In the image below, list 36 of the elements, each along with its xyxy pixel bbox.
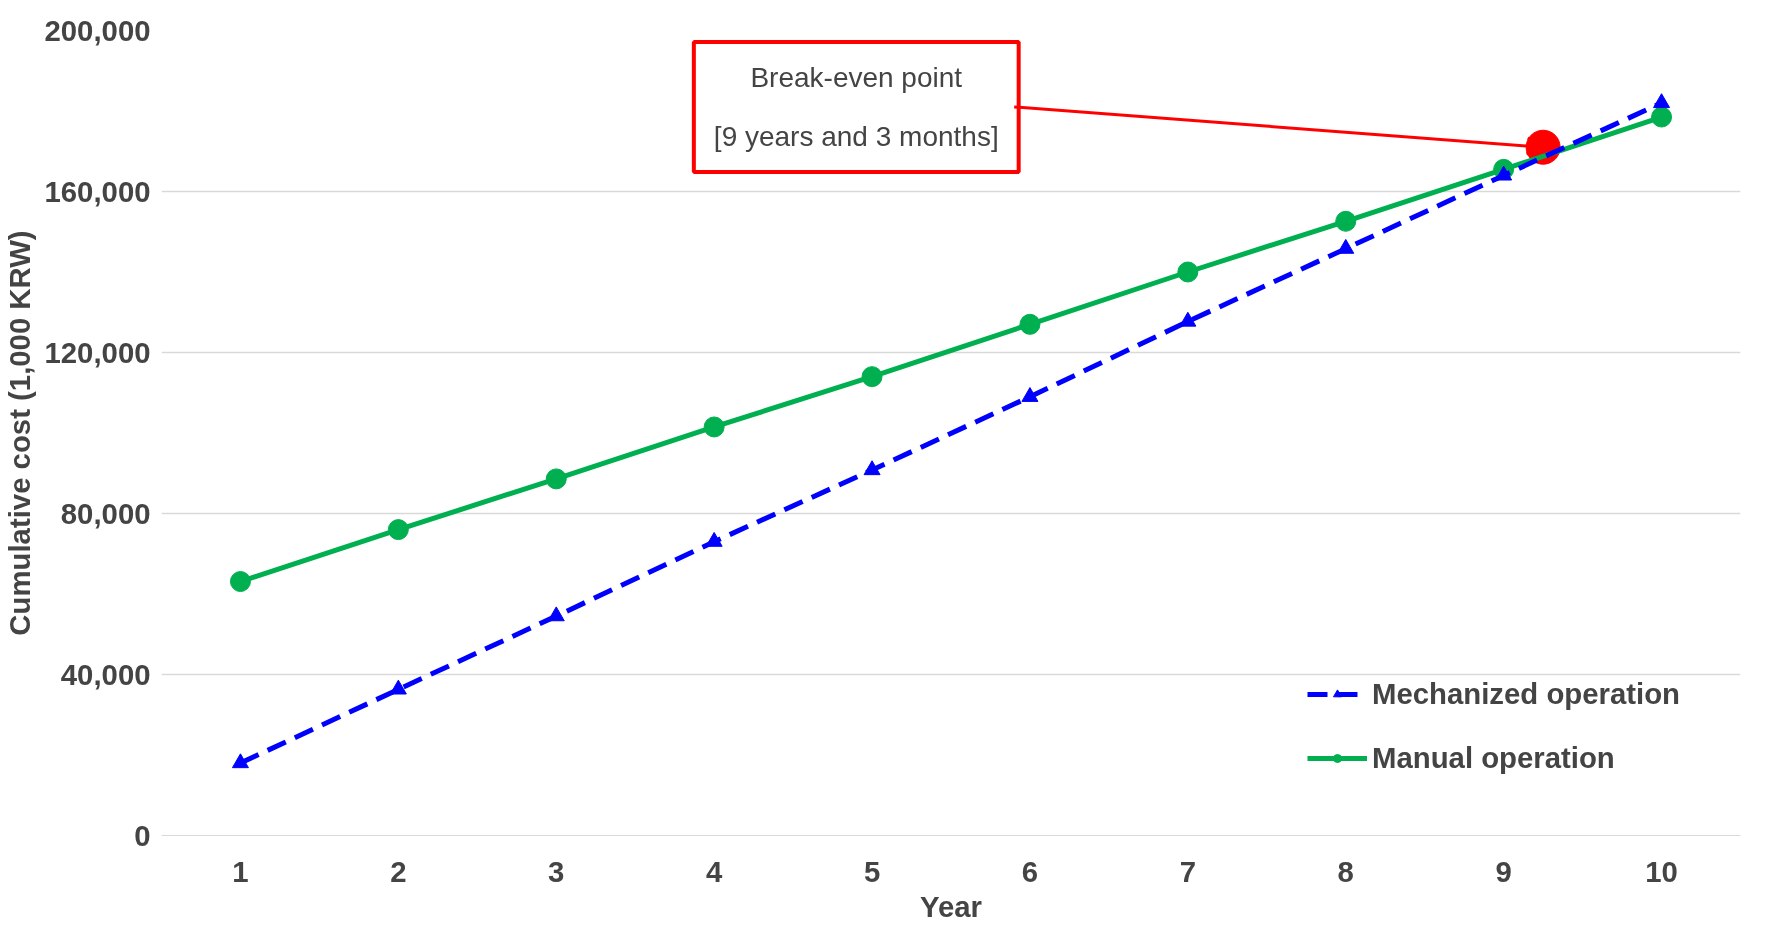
point [1021,387,1039,402]
y-tick-label: 120,000 [44,335,151,369]
point [545,468,567,490]
x-tick-label: 9 [1495,854,1512,888]
point [1335,210,1357,232]
legend-label: Manual operation [1372,741,1615,775]
point [1653,93,1671,109]
x-axis-title: Year [920,889,982,923]
x-tick-label: 10 [1645,854,1678,888]
x-tick-label: 7 [1179,854,1197,888]
y-tick-label: 0 [134,818,151,852]
y-tick-label: 80,000 [60,496,151,530]
point [231,753,249,769]
point [1177,261,1199,283]
point [387,519,409,541]
x-tick-label: 2 [390,854,407,888]
annotation: Break-even point [9 years and 3 months] [713,62,999,152]
x-tick-label: 6 [1021,854,1039,888]
point [229,571,251,592]
x-tick-label: 1 [232,854,249,888]
x-tick-label: 8 [1337,854,1354,888]
point [1651,106,1673,128]
point [1019,313,1041,335]
x-tick-label: 3 [548,854,565,888]
point [1495,165,1513,181]
x-tick-label: 5 [863,854,881,888]
point [863,460,881,476]
y-tick-label: 40,000 [60,657,151,691]
y-tick-label: 200,000 [44,13,151,47]
x-tick-label: 4 [705,854,723,888]
y-axis-title: Cumulative cost (1,000 KRW) [3,230,37,636]
point [705,531,723,547]
point [861,366,883,388]
y-tick-label: 160,000 [44,174,151,208]
point [703,416,725,438]
legend-label: Mechanized operation [1372,677,1680,711]
